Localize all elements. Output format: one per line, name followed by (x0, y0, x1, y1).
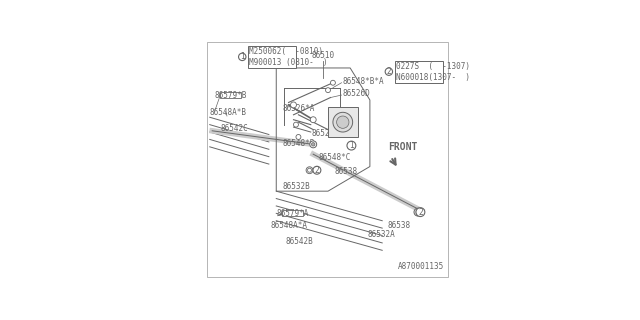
Text: M900013 (0810-  ): M900013 (0810- ) (250, 58, 328, 67)
Circle shape (310, 117, 316, 123)
Circle shape (312, 143, 315, 146)
Text: 86538: 86538 (335, 167, 358, 176)
Text: 2: 2 (387, 67, 391, 76)
Text: 86548A*A: 86548A*A (270, 221, 307, 230)
Bar (328, 108, 358, 137)
Text: A870001135: A870001135 (397, 262, 444, 271)
Text: 86548*B*A: 86548*B*A (342, 77, 384, 86)
Circle shape (333, 112, 353, 132)
Bar (282, 210, 303, 216)
Text: 2: 2 (418, 208, 423, 217)
Circle shape (291, 102, 296, 108)
Text: 86542C: 86542C (221, 124, 248, 133)
Text: 86548*C: 86548*C (318, 153, 351, 163)
Text: M250062(  -0810): M250062( -0810) (250, 47, 323, 56)
Text: 0227S  (  -1307): 0227S ( -1307) (396, 62, 470, 71)
Circle shape (337, 116, 349, 128)
Bar (394, 60, 443, 83)
Text: 86532A: 86532A (367, 230, 395, 239)
Bar (220, 92, 241, 98)
Text: 86548*B: 86548*B (282, 139, 315, 148)
Circle shape (306, 167, 313, 174)
Text: N600018(1307-  ): N600018(1307- ) (396, 73, 470, 82)
Text: 86526*B: 86526*B (312, 129, 344, 138)
Text: 86542B: 86542B (286, 237, 314, 246)
Text: 86579*A: 86579*A (276, 209, 309, 218)
Circle shape (347, 141, 356, 150)
Text: 86526D: 86526D (342, 89, 370, 98)
Circle shape (308, 168, 312, 172)
Text: 2: 2 (314, 166, 319, 175)
Circle shape (294, 122, 298, 127)
Text: 1: 1 (349, 141, 354, 150)
Text: 86532B: 86532B (282, 182, 310, 191)
Circle shape (385, 68, 392, 76)
Circle shape (239, 53, 246, 60)
Circle shape (416, 208, 425, 217)
Bar (248, 46, 296, 68)
Text: 1: 1 (240, 52, 244, 61)
Text: 86548A*B: 86548A*B (210, 108, 247, 117)
Circle shape (414, 208, 422, 216)
Circle shape (326, 88, 330, 92)
Text: 86510: 86510 (312, 51, 335, 60)
Circle shape (310, 141, 317, 148)
Text: 86526*A: 86526*A (282, 104, 315, 113)
Text: FRONT: FRONT (388, 142, 418, 152)
Circle shape (296, 134, 301, 140)
Circle shape (313, 166, 321, 174)
Text: 86579*B: 86579*B (214, 91, 247, 100)
Text: 86538: 86538 (387, 221, 410, 230)
Circle shape (330, 80, 335, 85)
